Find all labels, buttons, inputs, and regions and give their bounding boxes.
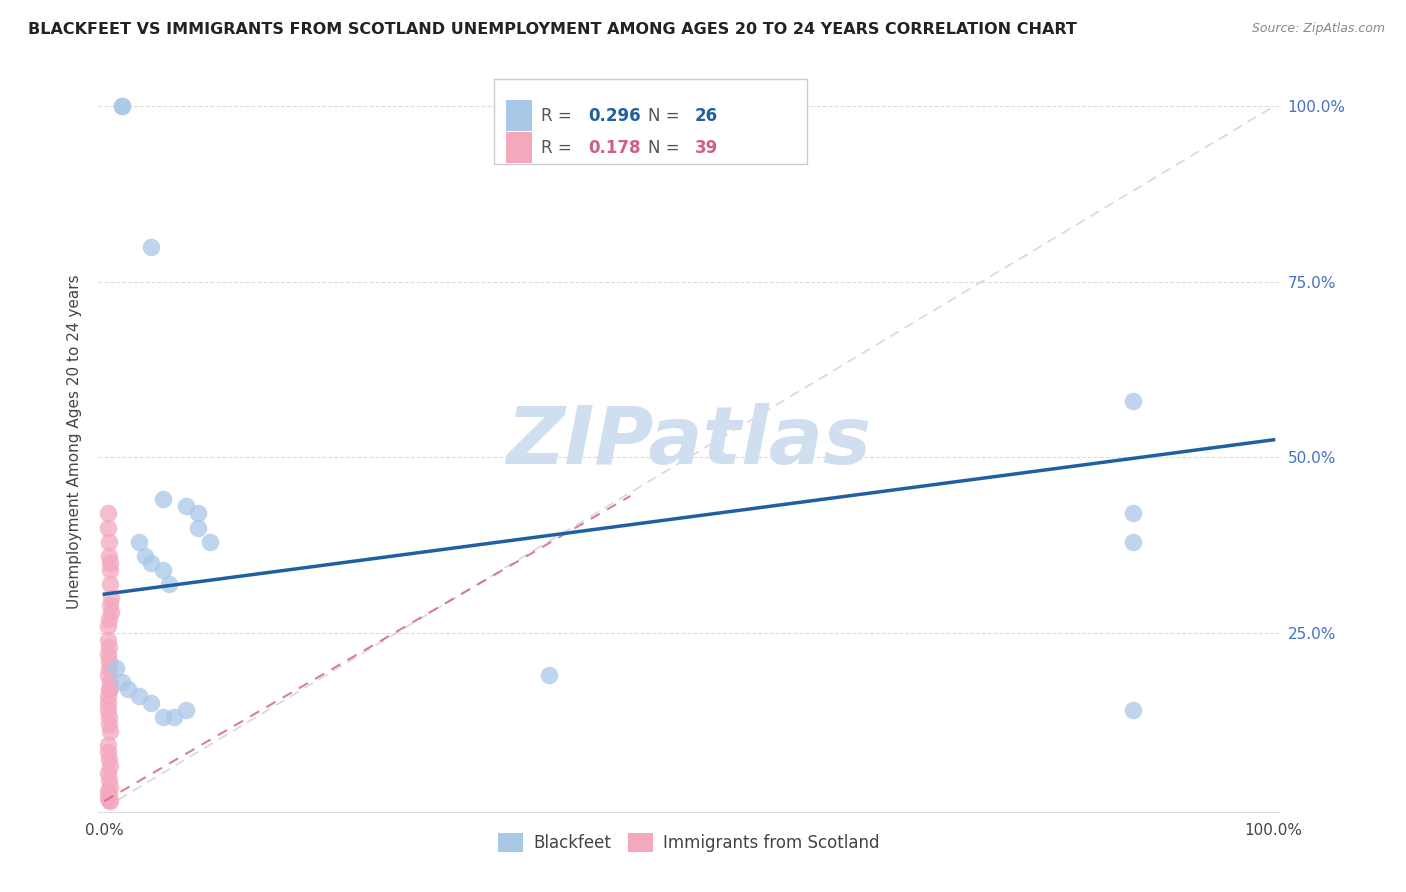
Text: N =: N = [648,107,685,125]
Point [98,674,121,689]
Point [139,240,162,254]
Point [98,598,121,612]
Point [98,724,121,739]
Point [97,752,120,766]
Point [100,605,122,619]
Point [97,534,120,549]
Point [97,745,120,759]
Point [97,717,120,731]
Point [152,492,174,507]
Point [152,563,174,577]
Point [98,681,121,696]
Point [100,591,122,605]
Point [97,640,120,654]
Point [97,738,120,752]
Point [97,549,120,563]
Text: Source: ZipAtlas.com: Source: ZipAtlas.com [1251,22,1385,36]
Point [134,549,156,563]
Point [152,710,174,724]
Point [97,520,120,534]
Point [97,507,120,521]
Point [98,556,121,570]
Point [1122,507,1144,521]
Point [97,612,120,626]
Point [97,632,120,647]
Point [1122,703,1144,717]
Point [128,689,150,703]
Point [187,520,209,534]
Point [111,674,134,689]
Point [97,619,120,633]
Text: 0.178: 0.178 [589,138,641,157]
Point [97,689,120,703]
Point [97,783,120,797]
Point [163,710,186,724]
Point [97,703,120,717]
Point [97,668,120,682]
Point [187,507,209,521]
Point [117,681,139,696]
FancyBboxPatch shape [494,78,807,164]
Point [139,696,162,710]
Point [97,790,120,805]
Text: BLACKFEET VS IMMIGRANTS FROM SCOTLAND UNEMPLOYMENT AMONG AGES 20 TO 24 YEARS COR: BLACKFEET VS IMMIGRANTS FROM SCOTLAND UN… [28,22,1077,37]
Point [157,576,180,591]
Point [97,787,120,801]
Text: R =: R = [541,107,578,125]
Point [537,668,560,682]
Text: ZIPatlas: ZIPatlas [506,402,872,481]
Point [104,661,127,675]
Point [97,773,120,788]
Text: 0.296: 0.296 [589,107,641,125]
Text: 26: 26 [695,107,718,125]
Point [1122,534,1144,549]
Point [97,766,120,780]
Legend: Blackfeet, Immigrants from Scotland: Blackfeet, Immigrants from Scotland [492,826,886,859]
Point [97,696,120,710]
Point [97,793,120,807]
Text: R =: R = [541,138,578,157]
Point [139,556,162,570]
Point [97,710,120,724]
Point [174,500,197,514]
Bar [506,100,531,131]
Y-axis label: Unemployment Among Ages 20 to 24 years: Unemployment Among Ages 20 to 24 years [67,274,83,609]
Point [1122,394,1144,409]
Point [111,99,134,113]
Point [174,703,197,717]
Point [111,99,134,113]
Point [198,534,221,549]
Point [98,576,121,591]
Point [97,681,120,696]
Point [97,647,120,661]
Point [97,654,120,668]
Text: N =: N = [648,138,685,157]
Point [98,759,121,773]
Point [98,563,121,577]
Point [128,534,150,549]
Bar [506,132,531,163]
Text: 39: 39 [695,138,718,157]
Point [98,780,121,794]
Point [97,661,120,675]
Point [98,794,121,808]
